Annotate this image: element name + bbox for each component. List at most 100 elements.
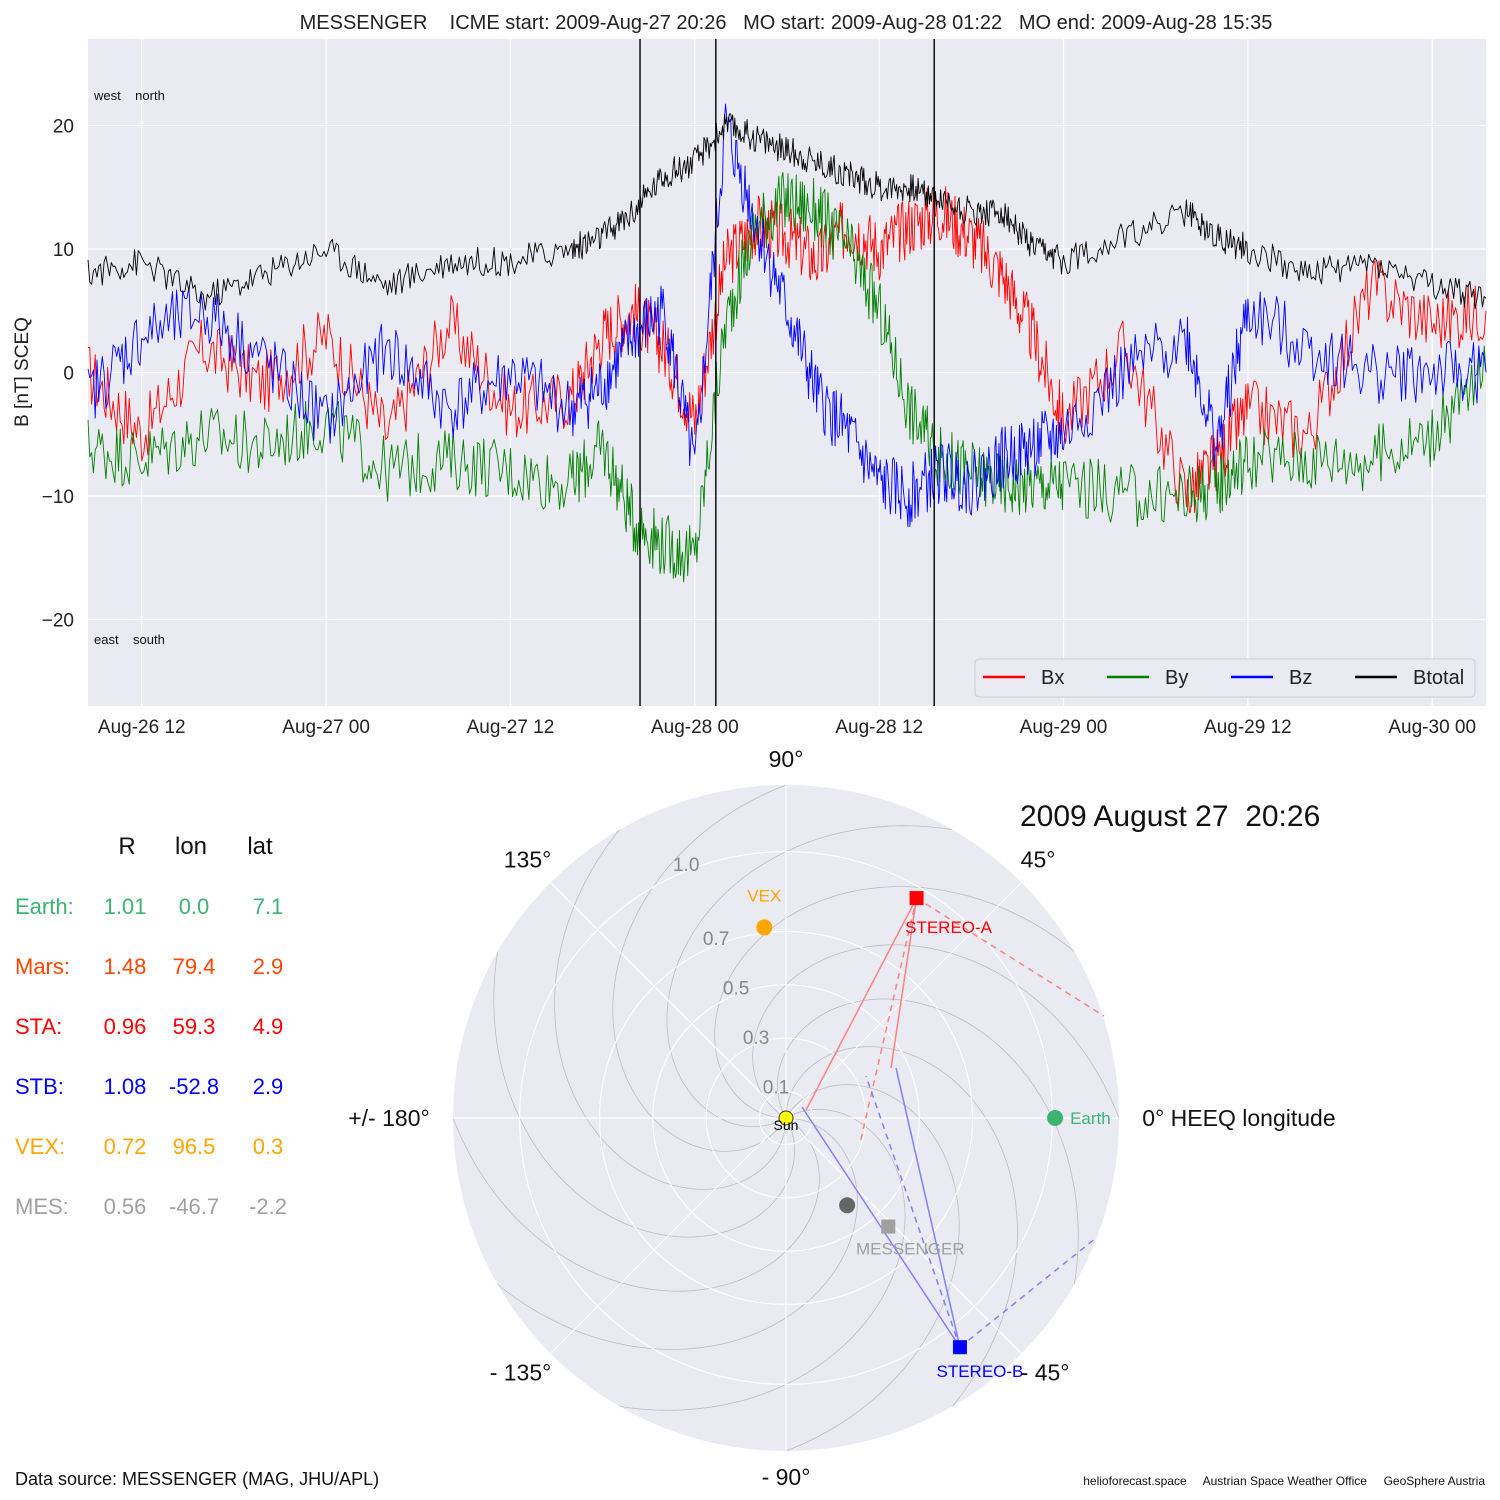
x-tick-label-3: Aug-28 00 xyxy=(651,717,739,738)
parker-spirals xyxy=(453,785,1119,1451)
legend-label-bx: Bx xyxy=(1041,667,1064,689)
table-row-label: MES: xyxy=(15,1194,69,1219)
table-row-label: STB: xyxy=(15,1074,64,1099)
radial-tick-label-2: 0.5 xyxy=(723,978,749,999)
marker-stereo-a: STEREO-A xyxy=(905,891,993,937)
y-tick-label-4: −20 xyxy=(42,611,74,632)
angle-label-3: - 45° xyxy=(1021,1360,1070,1386)
angle-label-5: - 135° xyxy=(490,1360,552,1386)
legend-label-bz: Bz xyxy=(1289,667,1312,689)
legend-box xyxy=(974,658,1476,698)
parker-spiral-3 xyxy=(785,1046,1018,1451)
table-cell-lat: 2.9 xyxy=(253,1074,284,1099)
series-line-by xyxy=(87,172,1487,583)
table-header-lat: lat xyxy=(247,833,273,860)
y-tick-label-3: −10 xyxy=(42,487,74,508)
table-row: STB: 1.08 -52.8 2.9 xyxy=(15,1074,283,1099)
marker-shape-messenger xyxy=(881,1219,896,1234)
marker-label-earth: Earth xyxy=(1070,1109,1111,1128)
marker-earth: Earth xyxy=(1047,1109,1111,1128)
event-lines xyxy=(639,39,935,706)
table-cell-lat: -2.2 xyxy=(249,1194,287,1219)
data-source: Data source: MESSENGER (MAG, JHU/APL) xyxy=(15,1469,379,1489)
legend: Bx By Bz Btotal xyxy=(974,658,1476,698)
angle-gridline-315 xyxy=(785,1117,1022,1354)
y-tick-label-0: 20 xyxy=(53,116,74,137)
table-row-label: STA: xyxy=(15,1014,62,1039)
annotation-east-south: east south xyxy=(94,632,165,647)
marker-shape-stereo-a xyxy=(909,891,924,906)
radial-tick-labels: 0.1 0.3 0.5 0.7 1.0 xyxy=(673,855,789,1098)
parker-spiral-2 xyxy=(719,1084,960,1451)
x-tick-label-5: Aug-29 00 xyxy=(1020,717,1108,738)
y-tick-label-1: 10 xyxy=(53,240,74,261)
marker-shape-vex xyxy=(756,919,773,936)
parker-spiral-7 xyxy=(666,825,1020,1128)
series-line-bx xyxy=(87,186,1487,514)
marker-label-stereo-a: STEREO-A xyxy=(905,918,993,937)
credits: helioforecast.space Austrian Space Weath… xyxy=(1083,1474,1485,1488)
parker-spiral-11 xyxy=(453,1051,820,1292)
table-row-label: VEX: xyxy=(15,1134,65,1159)
time-series-grid xyxy=(88,39,1486,706)
parker-spiral-0 xyxy=(453,1117,858,1350)
marker-shape-stereo-b xyxy=(952,1340,967,1355)
x-tick-label-7: Aug-30 00 xyxy=(1388,717,1476,738)
table-cell-lon: 79.4 xyxy=(173,954,216,979)
table-cell-r: 1.48 xyxy=(104,954,147,979)
radial-tick-label-0: 0.1 xyxy=(763,1077,789,1098)
radial-tick-label-3: 0.7 xyxy=(703,929,729,950)
parker-spiral-6 xyxy=(714,886,1119,1119)
marker-label-stereo-b: STEREO-B xyxy=(936,1362,1023,1381)
series-line-bz xyxy=(87,103,1487,528)
table-cell-lat: 7.1 xyxy=(253,894,284,919)
fov-line-1 xyxy=(890,897,918,1069)
table-cell-r: 0.56 xyxy=(104,1194,147,1219)
table-cell-r: 0.72 xyxy=(104,1134,147,1159)
table-row: Mars: 1.48 79.4 2.9 xyxy=(15,954,283,979)
marker-messenger: MESSENGER xyxy=(856,1219,965,1259)
angle-gridline-45 xyxy=(785,882,1022,1119)
marker-label-messenger: MESSENGER xyxy=(856,1240,965,1259)
annotation-west-north: west north xyxy=(93,88,165,103)
angle-gridline-225 xyxy=(550,1117,787,1354)
table-cell-lon: 0.0 xyxy=(179,894,210,919)
field-of-view-lines xyxy=(801,897,1105,1348)
table-row: MES: 0.56 -46.7 -2.2 xyxy=(15,1194,287,1219)
y-axis-label: B [nT] SCEQ xyxy=(12,317,33,427)
angle-labels: 90° 45° 0° HEEQ longitude - 45° - 90° - 135° +… xyxy=(348,746,1335,1490)
table-header-lon: lon xyxy=(175,833,207,860)
legend-label-by: By xyxy=(1165,667,1188,689)
radial-tick-label-4: 1.0 xyxy=(673,855,699,876)
table-row: VEX: 0.72 96.5 0.3 xyxy=(15,1134,283,1159)
angle-label-7: 135° xyxy=(504,846,552,872)
x-tick-label-6: Aug-29 12 xyxy=(1204,717,1292,738)
x-tick-labels: Aug-26 12 Aug-27 00 Aug-27 12 Aug-28 00 Aug-… xyxy=(98,717,1476,738)
marker-shape-sun xyxy=(778,1110,794,1126)
fov-line-2 xyxy=(859,897,918,1144)
table-cell-lat: 4.9 xyxy=(253,1014,284,1039)
angle-label-6: +/- 180° xyxy=(348,1105,429,1131)
polar-date-title: 2009 August 27 20:26 xyxy=(1020,800,1320,833)
angle-label-0: 90° xyxy=(769,746,804,772)
angle-gridline-135 xyxy=(550,882,787,1119)
fov-line-0 xyxy=(805,897,918,1111)
marker-shape-earth xyxy=(1047,1110,1064,1126)
fov-line-7 xyxy=(959,1237,1097,1348)
x-tick-label-2: Aug-27 12 xyxy=(467,717,555,738)
x-tick-label-4: Aug-28 12 xyxy=(835,717,923,738)
table-header-r: R xyxy=(118,833,135,860)
parker-spiral-10 xyxy=(493,884,796,1238)
table-cell-lon: 59.3 xyxy=(173,1014,216,1039)
planet-markers: Sun Earth STEREO-A STEREO-B VEX MESSENGER xyxy=(747,886,1110,1381)
parker-spiral-8 xyxy=(612,785,853,1152)
angle-label-2: 0° HEEQ longitude xyxy=(1142,1105,1335,1131)
table-cell-lon: 96.5 xyxy=(173,1134,216,1159)
y-tick-labels: 20 10 0 −10 −20 xyxy=(42,116,74,631)
angle-label-4: - 90° xyxy=(762,1464,811,1490)
table-cell-r: 1.01 xyxy=(104,894,147,919)
series-line-btotal xyxy=(87,113,1487,311)
